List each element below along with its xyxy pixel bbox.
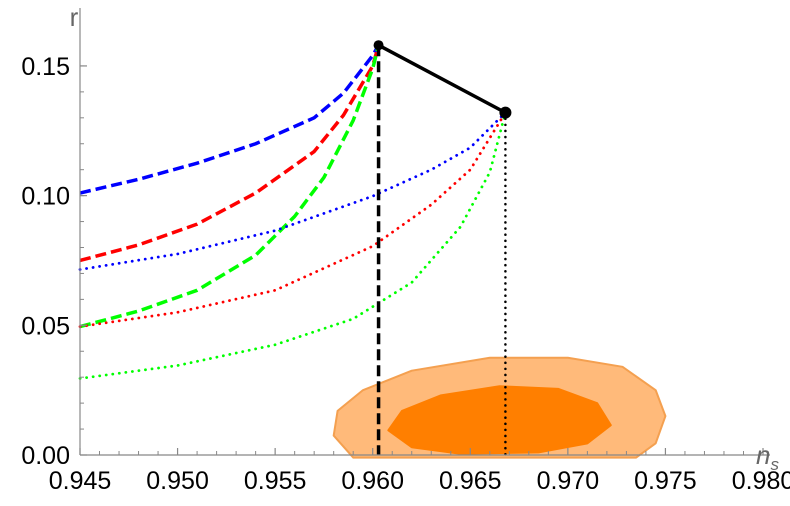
y-tick-label: 0.10 bbox=[21, 183, 70, 211]
series-dotted-4 bbox=[78, 111, 507, 329]
x-tick-label: 0.945 bbox=[49, 467, 112, 495]
contours-layer bbox=[332, 356, 667, 459]
points-layer bbox=[373, 40, 512, 119]
endpoint-dot-2 bbox=[499, 106, 512, 119]
x-tick-label: 0.970 bbox=[537, 467, 600, 495]
x-axis-label-subscript: s bbox=[770, 455, 779, 474]
series-dashed-2 bbox=[79, 44, 381, 329]
series-dotted-5 bbox=[78, 111, 507, 380]
contour-inner bbox=[387, 385, 612, 455]
series-dashed-1 bbox=[79, 44, 381, 263]
y-tick-label: 0.05 bbox=[21, 312, 70, 340]
x-tick-label: 0.975 bbox=[634, 467, 697, 495]
x-axis-label-main: n bbox=[756, 440, 770, 470]
x-tick-label: 0.965 bbox=[439, 467, 502, 495]
endpoint-connector-line bbox=[377, 43, 507, 115]
series-dashed-0 bbox=[79, 44, 381, 195]
vertical-lines-layer bbox=[376, 45, 507, 457]
labels-layer: r ns bbox=[70, 2, 780, 474]
x-tick-label: 0.950 bbox=[146, 467, 209, 495]
x-tick-label: 0.955 bbox=[244, 467, 307, 495]
x-tick-label: 0.980 bbox=[732, 467, 790, 495]
x-tick-label: 0.960 bbox=[341, 467, 404, 495]
x-axis-label: ns bbox=[756, 440, 779, 474]
axes-layer: 0.945 0.950 0.955 0.960 0.965 0.970 0.975 0.980… bbox=[21, 8, 790, 495]
series-layer bbox=[78, 44, 507, 380]
y-tick-label: 0.00 bbox=[21, 442, 70, 470]
y-axis-label: r bbox=[70, 2, 79, 32]
y-tick-label: 0.15 bbox=[21, 53, 70, 81]
series-dotted-3 bbox=[78, 111, 507, 271]
endpoint-dot-1 bbox=[373, 40, 384, 51]
